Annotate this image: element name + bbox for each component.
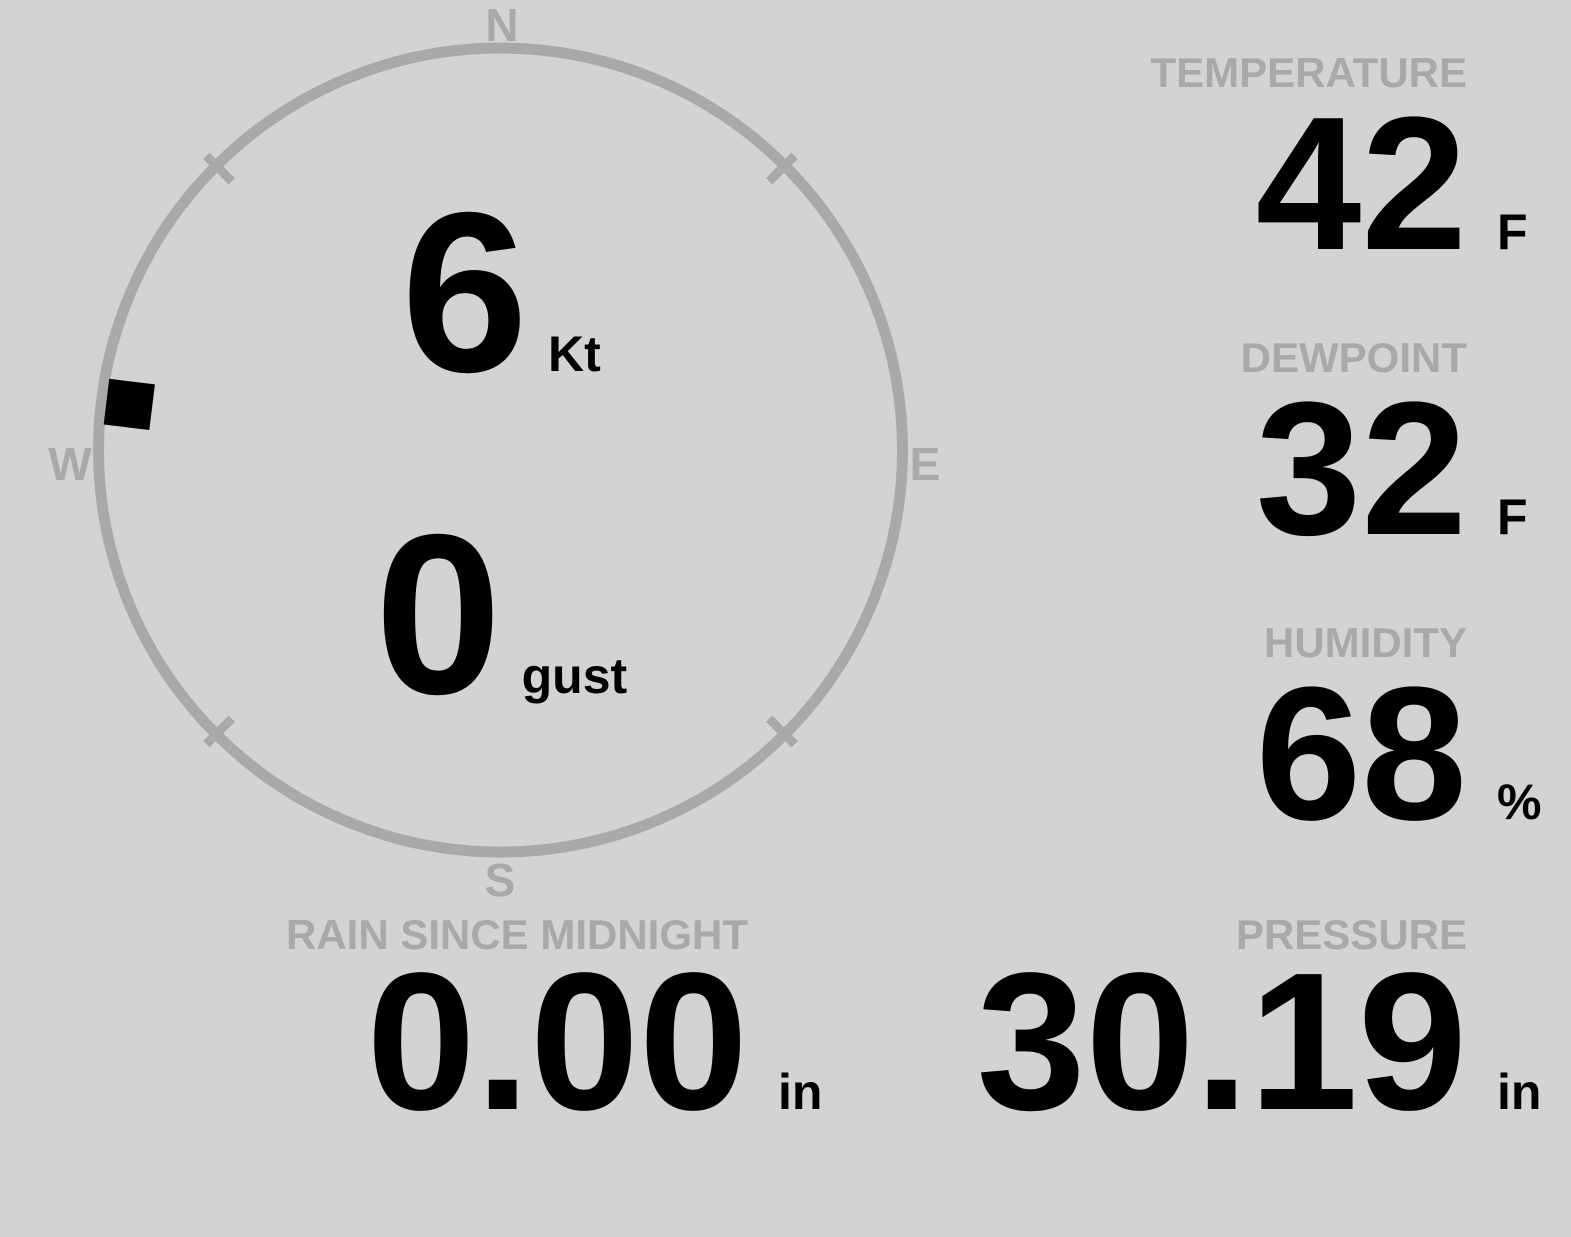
pressure-unit: in (1497, 1064, 1542, 1120)
metric-humidity: HUMIDITY 68 % (1255, 619, 1542, 860)
compass-cardinal-north: N (485, 0, 519, 51)
wind-speed-unit: Kt (548, 326, 601, 382)
rain-value: 0.00 (366, 932, 748, 1151)
compass-tick (203, 152, 235, 185)
humidity-label: HUMIDITY (1264, 619, 1467, 666)
wind-direction-marker (103, 378, 155, 431)
wind-speed-value: 6 (401, 166, 529, 420)
dewpoint-unit: F (1497, 489, 1528, 545)
dewpoint-readout: 32 F (1241, 363, 1528, 575)
compass-cardinal-east: E (909, 438, 941, 490)
temperature-value: 42 (1255, 78, 1467, 290)
compass-tick (766, 152, 798, 185)
rain-unit: in (778, 1064, 823, 1120)
compass-tick (203, 715, 235, 748)
temperature-unit: F (1497, 204, 1528, 260)
pressure-value: 30.19 (976, 932, 1467, 1151)
compass-tick (766, 715, 798, 748)
metric-pressure: PRESSURE 30.19 in (976, 911, 1542, 1151)
temperature-readout: 42 F (1150, 78, 1528, 290)
humidity-unit: % (1497, 774, 1542, 830)
metric-temperature: TEMPERATURE 42 F (1150, 49, 1528, 290)
compass-ring (93, 42, 908, 858)
humidity-readout: 68 % (1255, 648, 1542, 860)
dewpoint-value: 32 (1255, 363, 1467, 575)
wind-gust-value: 0 (374, 488, 502, 742)
rain-readout: 0.00 in (286, 932, 823, 1151)
compass-cardinal-west: W (48, 438, 92, 490)
wind-gust-readout: 0 gust (0, 501, 1002, 729)
rain-label: RAIN SINCE MIDNIGHT (286, 911, 748, 958)
compass-cardinal-south: S (484, 854, 516, 906)
dewpoint-label: DEWPOINT (1240, 334, 1467, 381)
temperature-label: TEMPERATURE (1150, 49, 1467, 96)
compass-ticks (203, 152, 798, 748)
pressure-readout: 30.19 in (976, 932, 1542, 1151)
metric-rain-since-midnight: RAIN SINCE MIDNIGHT 0.00 in (286, 911, 823, 1151)
metric-dewpoint: DEWPOINT 32 F (1240, 334, 1528, 575)
humidity-value: 68 (1255, 648, 1467, 860)
wind-gust-unit: gust (521, 648, 628, 704)
wind-speed-readout: 6 Kt (0, 179, 1002, 407)
pressure-label: PRESSURE (1235, 911, 1467, 958)
